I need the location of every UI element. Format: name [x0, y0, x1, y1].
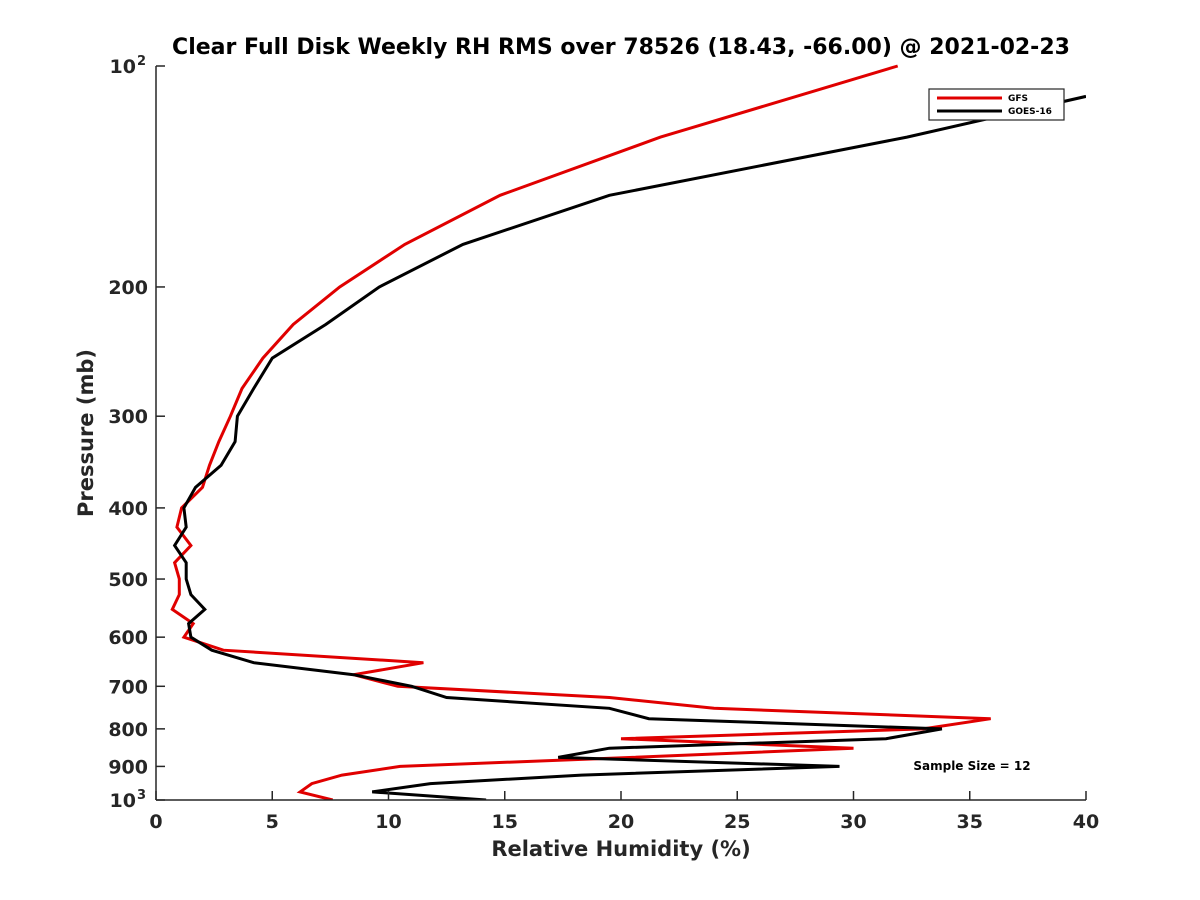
x-axis-label: Relative Humidity (%)	[491, 837, 750, 861]
x-tick-label: 30	[840, 811, 866, 833]
x-tick-label: 20	[608, 811, 634, 833]
x-tick-label: 35	[957, 811, 983, 833]
y-tick-label: 200	[108, 277, 148, 299]
x-tick-label: 0	[149, 811, 162, 833]
x-tick-label: 10	[375, 811, 401, 833]
y-tick-label: 700	[108, 676, 148, 698]
y-tick-exponent: 2	[137, 54, 146, 69]
y-tick-label: 300	[108, 406, 148, 428]
series-lines	[170, 64, 1086, 800]
chart-title: Clear Full Disk Weekly RH RMS over 78526…	[172, 35, 1070, 60]
x-tick-label: 25	[724, 811, 750, 833]
legend: GFS GOES-16	[928, 88, 1065, 121]
legend-label: GOES-16	[1008, 107, 1052, 117]
y-tick-label: 600	[108, 627, 148, 649]
x-tick-label: 5	[266, 811, 279, 833]
y-tick-label: 400	[108, 498, 148, 520]
y-tick-label: 800	[108, 719, 148, 741]
x-axis-ticks: 0 5 10 15 20 25 30 35 40	[149, 791, 1099, 833]
plot-frame	[156, 66, 1086, 800]
y-tick-label: 900	[108, 756, 148, 778]
legend-label: GFS	[1008, 94, 1028, 104]
legend-box	[928, 88, 1065, 121]
series-line-gfs	[170, 64, 991, 800]
x-tick-label: 40	[1073, 811, 1099, 833]
x-tick-label: 15	[492, 811, 518, 833]
y-tick-label: 10	[110, 56, 136, 78]
sample-size-annotation: Sample Size = 12	[913, 759, 1030, 773]
legend-items: GFS GOES-16	[937, 94, 1052, 117]
y-axis-label: Pressure (mb)	[74, 349, 98, 517]
y-tick-exponent: 3	[137, 788, 146, 803]
y-tick-label: 500	[108, 569, 148, 591]
series-line-goes-16	[172, 94, 1086, 800]
y-tick-label: 10	[110, 790, 136, 812]
